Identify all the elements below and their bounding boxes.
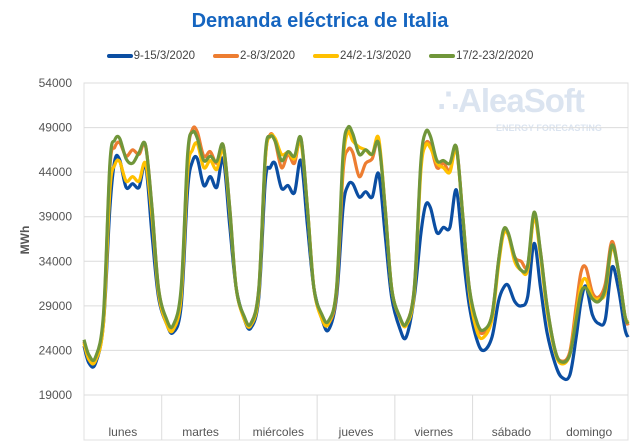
y-tick-label: 24000 [39, 343, 73, 357]
watermark-logo: ∴AleaSoft [438, 82, 585, 119]
x-category-label: miércoles [253, 425, 304, 439]
y-tick-label: 34000 [39, 254, 73, 268]
legend-item: 17/2-23/2/2020 [429, 49, 533, 63]
y-tick-label: 49000 [39, 121, 73, 135]
legend-swatch [313, 54, 340, 58]
legend-label: 2-8/3/2020 [240, 50, 296, 62]
y-axis-label: MWh [18, 226, 32, 255]
legend-item: 24/2-1/3/2020 [313, 49, 411, 63]
x-category-label: martes [182, 425, 219, 439]
legend-label: 17/2-23/2/2020 [456, 50, 534, 62]
x-category-label: jueves [338, 425, 374, 439]
legend-label: 24/2-1/3/2020 [340, 50, 411, 62]
x-category-label: domingo [566, 425, 612, 439]
y-tick-label: 44000 [39, 165, 73, 179]
legend-swatch [429, 54, 455, 58]
x-category-label: lunes [109, 425, 138, 439]
legend-swatch [213, 54, 240, 58]
y-tick-label: 19000 [39, 388, 73, 402]
x-category-label: sábado [492, 425, 532, 439]
y-tick-label: 29000 [39, 299, 73, 313]
series-line-0 [82, 153, 630, 382]
series-line-3 [82, 124, 630, 364]
legend-label: 9-15/3/2020 [133, 50, 196, 62]
y-tick-label: 39000 [39, 210, 73, 224]
chart-title: Demanda eléctrica de Italia [191, 10, 449, 32]
y-tick-label: 54000 [39, 76, 73, 90]
legend-swatch [106, 54, 133, 58]
x-category-label: viernes [414, 425, 453, 439]
legend-item: 9-15/3/2020 [106, 49, 196, 63]
legend-item: 2-8/3/2020 [213, 49, 295, 63]
legend: 9-15/3/2020 2-8/3/2020 24/2-1/3/2020 17/… [0, 49, 640, 63]
